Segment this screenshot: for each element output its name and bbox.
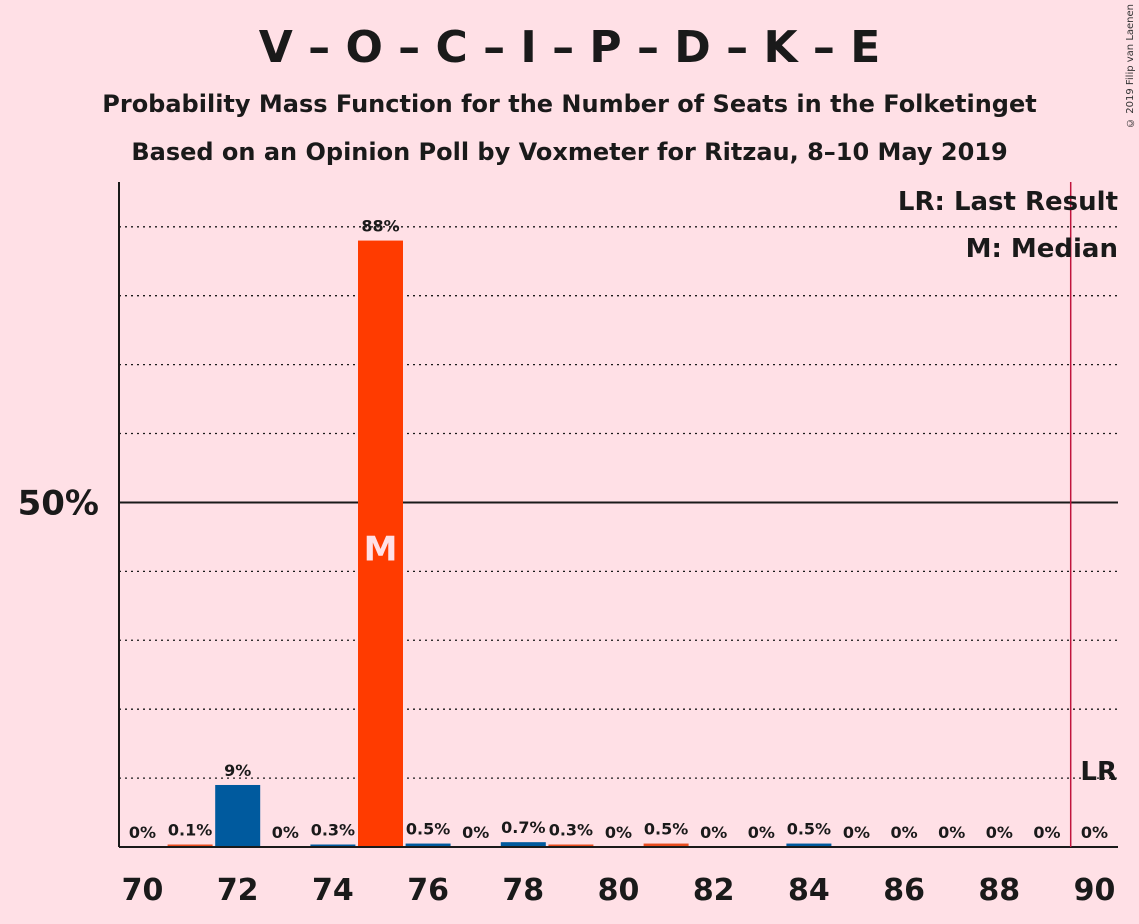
bar-72: [215, 784, 261, 847]
x-tick-86: 86: [883, 873, 925, 908]
x-tick-76: 76: [407, 873, 449, 908]
x-tick-70: 70: [122, 873, 164, 908]
x-tick-80: 80: [598, 873, 640, 908]
bar-label-88: 0%: [986, 823, 1013, 842]
bar-label-74: 0.3%: [311, 821, 355, 840]
bar-label-70: 0%: [129, 823, 156, 842]
x-tick-90: 90: [1074, 873, 1116, 908]
bar-79: [548, 844, 594, 847]
bar-label-85: 0%: [843, 823, 870, 842]
bar-label-73: 0%: [272, 823, 299, 842]
bar-label-89: 0%: [1033, 823, 1060, 842]
x-tick-74: 74: [312, 873, 354, 908]
x-tick-labels: 70 72 74 76 78 80 82 84 86 88 90: [122, 873, 1116, 908]
chart-source-line: Based on an Opinion Poll by Voxmeter for…: [131, 138, 1008, 166]
bar-label-79: 0.3%: [549, 821, 593, 840]
bar-label-72: 9%: [224, 761, 251, 780]
x-tick-72: 72: [217, 873, 259, 908]
legend-last-result: LR: Last Result: [898, 187, 1118, 217]
bar-label-77: 0%: [462, 823, 489, 842]
bar-label-78: 0.7%: [501, 818, 545, 837]
bar-81: [643, 843, 689, 847]
bar-label-80: 0%: [605, 823, 632, 842]
bar-71: [167, 844, 213, 847]
bar-76: [405, 843, 451, 847]
bar-label-75: 88%: [361, 217, 399, 236]
bar-label-81: 0.5%: [644, 820, 688, 839]
bar-75: [358, 240, 403, 847]
y-tick-label-50: 50%: [18, 483, 99, 523]
bar-label-71: 0.1%: [168, 821, 212, 840]
legend-median: M: Median: [966, 234, 1118, 264]
x-tick-82: 82: [693, 873, 735, 908]
bar-label-87: 0%: [938, 823, 965, 842]
bar-78: [500, 842, 546, 847]
bar-label-86: 0%: [891, 823, 918, 842]
bar-74: [310, 844, 356, 847]
bar-84: [786, 843, 832, 847]
bar-label-90: 0%: [1081, 823, 1108, 842]
bars-group: [167, 240, 832, 847]
bar-label-82: 0%: [700, 823, 727, 842]
chart-title: V – O – C – I – P – D – K – E: [258, 22, 881, 73]
grid-lines: [119, 226, 1118, 779]
x-tick-84: 84: [788, 873, 830, 908]
x-tick-78: 78: [502, 873, 544, 908]
x-tick-88: 88: [978, 873, 1020, 908]
bar-label-84: 0.5%: [787, 820, 831, 839]
chart-subtitle: Probability Mass Function for the Number…: [102, 90, 1037, 118]
bar-labels-group: 0% 0.1%9%0% 0.3%88%M0.5% 0% 0.7% 0.3% 0% 0.5% 0%…: [129, 217, 1108, 842]
bar-label-76: 0.5%: [406, 820, 450, 839]
last-result-marker: LR: [1080, 757, 1117, 787]
median-marker: M: [364, 530, 398, 570]
bar-label-83: 0%: [748, 823, 775, 842]
